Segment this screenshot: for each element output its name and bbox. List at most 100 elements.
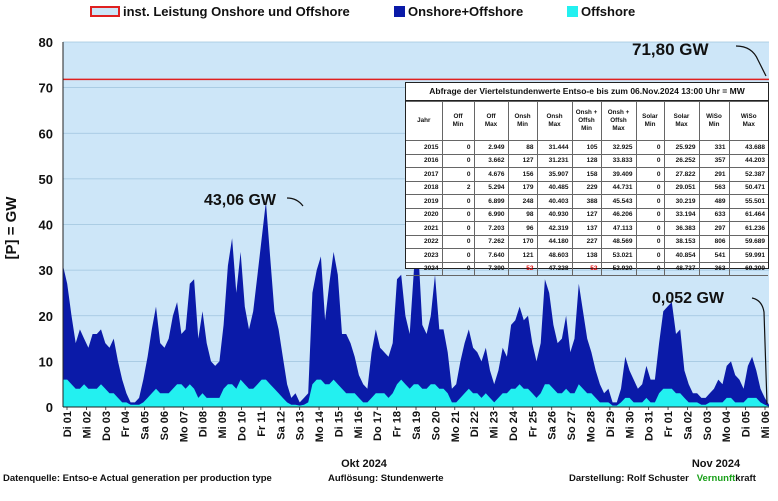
table-cell: 0 bbox=[635, 194, 665, 209]
x-tick-label: Do 31 bbox=[644, 411, 656, 441]
table-cell: 541 bbox=[698, 248, 730, 263]
table-cell: 52.387 bbox=[728, 167, 768, 182]
table-cell: 127 bbox=[507, 153, 538, 168]
table-cell: 52 bbox=[571, 261, 602, 276]
legend-swatch-total bbox=[394, 6, 405, 17]
table-cell: 2015 bbox=[406, 140, 443, 155]
legend-label-offshore: Offshore bbox=[581, 4, 636, 19]
table-cell: 38.153 bbox=[663, 234, 700, 249]
table-cell: 26.252 bbox=[663, 153, 700, 168]
legend-item-offshore: Offshore bbox=[567, 4, 635, 19]
table-cell: 0 bbox=[441, 207, 475, 222]
y-tick-label: 20 bbox=[39, 309, 53, 324]
table-cell: 229 bbox=[571, 180, 602, 195]
table-cell: 7.262 bbox=[473, 234, 509, 249]
table-cell: 40.854 bbox=[663, 248, 700, 263]
x-tick-label: Do 10 bbox=[237, 411, 249, 441]
x-tick-label: Sa 19 bbox=[411, 411, 423, 440]
x-tick-label: Do 24 bbox=[508, 410, 520, 441]
x-tick-label: So 13 bbox=[295, 411, 307, 440]
x-tick-label: Di 01 bbox=[62, 411, 74, 437]
table-cell: 2023 bbox=[406, 248, 443, 263]
x-tick-label: So 20 bbox=[430, 411, 442, 440]
footer-resolution: Auflösung: Stundenwerte bbox=[328, 473, 444, 484]
table-cell: 50.471 bbox=[728, 180, 768, 195]
x-tick-label: Sa 05 bbox=[140, 411, 152, 440]
table-cell: 53.021 bbox=[600, 248, 637, 263]
footer-source: Datenquelle: Entso-e Actual generation p… bbox=[3, 473, 272, 484]
area-onshore-offshore bbox=[63, 201, 769, 407]
table-cell: 179 bbox=[507, 180, 538, 195]
table-title: Abfrage der Viertelstundenwerte Entso-e … bbox=[406, 83, 768, 101]
annotation-max: 43,06 GW bbox=[204, 192, 277, 209]
legend: inst. Leistung Onshore und Offshore Onsh… bbox=[0, 2, 778, 22]
table-cell: 69.209 bbox=[728, 261, 768, 276]
table-cell: 36.383 bbox=[663, 221, 700, 236]
table-cell: 105 bbox=[571, 140, 602, 155]
table-header-cell: Jahr bbox=[406, 101, 443, 141]
x-tick-label: Fr 11 bbox=[256, 411, 268, 437]
annotation-min: 0,052 GW bbox=[652, 290, 725, 307]
x-tick-label: Mo 14 bbox=[314, 410, 326, 442]
annotation-capacity-pointer bbox=[735, 45, 767, 77]
table-cell: 0 bbox=[441, 194, 475, 209]
table-cell: 61.464 bbox=[728, 207, 768, 222]
table-cell: 32.925 bbox=[600, 140, 637, 155]
table-cell: 7.203 bbox=[473, 221, 509, 236]
table-cell: 39.409 bbox=[600, 167, 637, 182]
table-cell: 2016 bbox=[406, 153, 443, 168]
table-row: 2017 0 4.676 156 35.907 158 39.409 0 27.822 291 52… bbox=[406, 167, 768, 182]
table-cell: 31.444 bbox=[536, 140, 573, 155]
x-tick-label: Fr 25 bbox=[527, 411, 539, 437]
x-tick-label: Mi 16 bbox=[353, 411, 365, 439]
area-offshore bbox=[63, 379, 769, 407]
table-cell: 88 bbox=[507, 140, 538, 155]
legend-swatch-capacity bbox=[90, 6, 120, 17]
table-row: 2022 0 7.262 170 44.180 227 48.569 0 38.153 806 59… bbox=[406, 234, 768, 249]
table-cell: 44.203 bbox=[728, 153, 768, 168]
table-cell: 7.640 bbox=[473, 248, 509, 263]
table-cell: 633 bbox=[698, 207, 730, 222]
table-cell: 0 bbox=[441, 248, 475, 263]
annotation-max-pointer bbox=[286, 197, 304, 207]
y-tick-labels: 0 10 20 30 40 50 60 70 80 bbox=[39, 35, 53, 415]
table-cell: 6.990 bbox=[473, 207, 509, 222]
x-tick-label: Do 17 bbox=[372, 411, 384, 441]
table-cell: 44.731 bbox=[600, 180, 637, 195]
table-cell: 46.206 bbox=[600, 207, 637, 222]
table-cell: 0 bbox=[441, 153, 475, 168]
table-header-row: Jahr Off Min Off Max Onsh Min Onsh Max Onsh + Offs… bbox=[406, 101, 768, 141]
table-cell: 0 bbox=[635, 261, 665, 276]
x-tick-label: Fr 04 bbox=[120, 410, 132, 437]
statistics-table: Abfrage der Viertelstundenwerte Entso-e … bbox=[405, 82, 769, 276]
table-cell: 59.689 bbox=[728, 234, 768, 249]
table-cell: 47.113 bbox=[600, 221, 637, 236]
table-row: 2024 0 7.390 52 47.328 52 52.920 0 48.737 363 69.2… bbox=[406, 261, 768, 276]
x-tick-label: Sa 02 bbox=[682, 411, 694, 440]
table-cell: 35.907 bbox=[536, 167, 573, 182]
y-tick-label: 40 bbox=[39, 218, 53, 233]
table-header-cell: Solar Max bbox=[663, 101, 700, 141]
table-cell: 563 bbox=[698, 180, 730, 195]
table-cell: 2024 bbox=[406, 261, 443, 276]
table-cell: 27.822 bbox=[663, 167, 700, 182]
x-tick-label: So 03 bbox=[702, 411, 714, 440]
table-header-cell: Onsh + Offsh Min bbox=[571, 101, 602, 141]
table-cell: 48.737 bbox=[663, 261, 700, 276]
table-cell: 33.194 bbox=[663, 207, 700, 222]
table-cell: 127 bbox=[571, 207, 602, 222]
table-cell: 4.676 bbox=[473, 167, 509, 182]
x-tick-label: Di 22 bbox=[469, 411, 481, 437]
table-header-cell: Off Min bbox=[441, 101, 475, 141]
table-cell: 96 bbox=[507, 221, 538, 236]
table-cell: 2021 bbox=[406, 221, 443, 236]
x-tick-label: Di 08 bbox=[198, 411, 210, 437]
footer-brand-black: kraft bbox=[735, 473, 756, 484]
footer-author-text: Darstellung: Rolf Schuster bbox=[569, 473, 689, 484]
table-cell: 2022 bbox=[406, 234, 443, 249]
month-label-okt: Okt 2024 bbox=[341, 458, 388, 470]
table-header-cell: WiSo Max bbox=[728, 101, 768, 141]
table-cell: 137 bbox=[571, 221, 602, 236]
table-cell: 227 bbox=[571, 234, 602, 249]
table-header-cell: WiSo Min bbox=[698, 101, 730, 141]
